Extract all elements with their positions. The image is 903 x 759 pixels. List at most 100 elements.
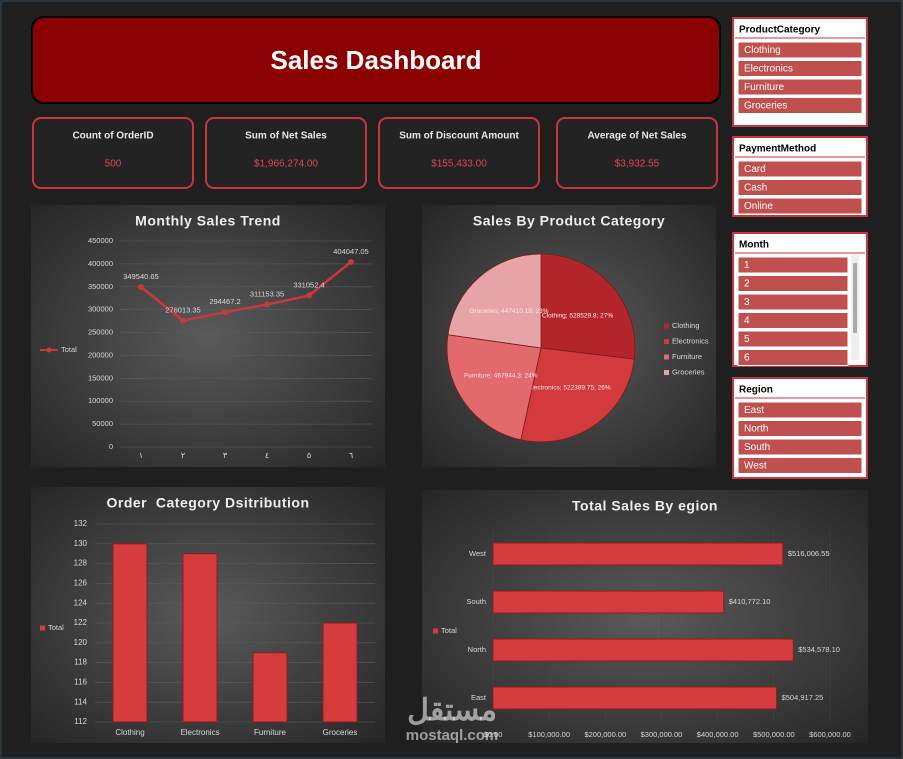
slicer-item-label[interactable]: 2 <box>744 279 750 290</box>
slicer-item-label[interactable]: Card <box>744 164 766 175</box>
data-label: $516,006.55 <box>788 549 830 558</box>
kpi-card <box>378 117 540 189</box>
slicer-item-label[interactable]: Groceries <box>744 101 787 112</box>
slicer-item[interactable] <box>737 160 863 178</box>
legend-marker <box>46 347 52 353</box>
y-tick-label: North <box>468 645 486 654</box>
slicer-item-label[interactable]: 1 <box>744 260 750 271</box>
y-tick-label: 122 <box>74 618 88 627</box>
legend-label: Total <box>61 345 77 354</box>
slicer-item[interactable] <box>737 330 849 348</box>
slicer-title: ProductCategory <box>739 25 821 36</box>
x-tick-label: ١ <box>139 451 143 460</box>
slicer-item[interactable] <box>737 401 863 419</box>
x-tick-label: ٤ <box>265 451 269 460</box>
scroll-thumb[interactable] <box>853 263 857 333</box>
slicer-item[interactable] <box>737 197 863 215</box>
slicer-item-label[interactable]: Clothing <box>744 45 781 56</box>
y-tick-label: East <box>471 693 487 702</box>
legend-swatch <box>40 625 45 631</box>
data-label: Electronics; 522389.75; 26% <box>528 385 611 392</box>
kpi-label: Sum of Net Sales <box>245 131 327 142</box>
x-tick-label: $400,000.00 <box>697 730 739 739</box>
y-tick-label: 120 <box>74 638 88 647</box>
slicer-item[interactable] <box>737 420 863 437</box>
slicer-item[interactable] <box>737 293 849 311</box>
x-tick-label: ٢ <box>181 451 185 460</box>
slicer-item-label[interactable]: 3 <box>744 297 750 308</box>
data-label: Groceries; 447410.15; 23% <box>469 308 548 315</box>
slicer-title: Month <box>739 240 769 251</box>
kpi-card <box>556 117 718 189</box>
slicer-item[interactable] <box>737 97 863 114</box>
slicer-item-label[interactable]: 6 <box>744 353 750 364</box>
data-label: $504,917.25 <box>782 693 824 702</box>
bar <box>492 686 778 710</box>
slicer-item[interactable] <box>737 179 863 196</box>
slicer-item[interactable] <box>737 78 863 96</box>
x-tick-label: $300,000.00 <box>641 730 683 739</box>
watermark: mostaql.com <box>406 727 499 744</box>
x-tick-label: Groceries <box>323 728 358 737</box>
slicer-item[interactable] <box>737 41 863 59</box>
x-tick-label: ٦ <box>349 451 353 460</box>
line <box>140 261 352 322</box>
y-tick-label: 132 <box>74 519 88 528</box>
y-tick-label: 124 <box>74 598 88 607</box>
point <box>180 317 186 324</box>
kpi-card <box>205 117 367 189</box>
chart-title: Order Category Dsitribution <box>106 495 309 511</box>
kpi-label: Average of Net Sales <box>587 131 687 142</box>
y-tick-label: 0 <box>109 442 113 451</box>
slicer-item-label[interactable]: North <box>744 424 768 435</box>
legend-swatch <box>664 370 669 375</box>
legend-swatch <box>433 628 438 634</box>
slicer-item-label[interactable]: 4 <box>744 316 750 327</box>
y-tick-label: South <box>466 597 486 606</box>
kpi-value: 500 <box>105 159 122 170</box>
y-tick-label: 250000 <box>88 328 113 337</box>
pie-slice <box>446 334 542 441</box>
point <box>306 292 312 299</box>
slicer-item-label[interactable]: South <box>744 442 770 453</box>
bar <box>252 652 288 723</box>
chart-title: Total Sales By egion <box>572 498 718 514</box>
slicer-item[interactable] <box>737 457 863 474</box>
point <box>222 309 228 316</box>
slicer-item-label[interactable]: Furniture <box>744 82 784 93</box>
kpi-value: $3,932.55 <box>615 159 660 170</box>
slicer-item[interactable] <box>737 275 849 292</box>
legend-label: Total <box>48 623 64 632</box>
slicer-item-label[interactable]: West <box>744 461 767 472</box>
bar <box>112 543 148 723</box>
slicer-title: Region <box>739 385 773 396</box>
y-tick-label: 118 <box>74 658 87 667</box>
legend-swatch <box>664 354 669 360</box>
x-tick-label: Electronics <box>180 728 219 737</box>
kpi-value: $1,966,274.00 <box>254 159 318 170</box>
legend-swatch <box>664 339 669 344</box>
y-tick-label: 100000 <box>88 396 113 405</box>
kpi-card <box>32 117 194 189</box>
slicer-item-label[interactable]: Cash <box>744 183 767 194</box>
slicer-item-label[interactable]: Online <box>744 201 773 212</box>
slicer-item[interactable] <box>737 349 849 366</box>
slicer-item[interactable] <box>737 256 849 274</box>
y-tick-label: 50000 <box>92 419 113 428</box>
bar <box>182 553 218 723</box>
point <box>264 301 270 308</box>
y-tick-label: 126 <box>74 579 88 588</box>
slicer-item-label[interactable]: Electronics <box>744 64 793 75</box>
point <box>348 259 354 266</box>
chart-title: Monthly Sales Trend <box>135 213 281 229</box>
slicer-title: PaymentMethod <box>739 144 816 155</box>
slicer-item-label[interactable]: 5 <box>744 334 750 345</box>
y-tick-label: 350000 <box>88 282 113 291</box>
slicer-item-label[interactable]: East <box>744 405 764 416</box>
slicer-item[interactable] <box>737 312 849 329</box>
slicer-item[interactable] <box>737 60 863 77</box>
data-label: 294467.2 <box>209 297 240 306</box>
y-tick-label: West <box>469 549 487 558</box>
slicer-item[interactable] <box>737 438 863 456</box>
